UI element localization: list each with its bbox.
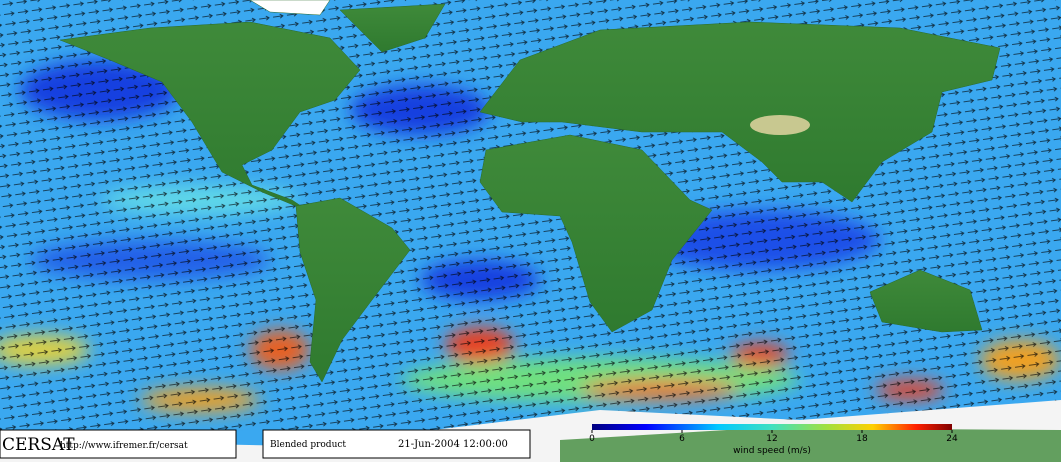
- logo: CERSAT: [2, 435, 75, 455]
- colorbar-tick-label: 6: [679, 434, 685, 444]
- colorbar-tick-label: 12: [766, 434, 777, 444]
- colorbar: [592, 424, 952, 430]
- colorbar-label: wind speed (m/s): [733, 446, 811, 456]
- product: Blended product: [270, 440, 346, 450]
- url: http://www.ifremer.fr/cersat: [60, 441, 188, 451]
- colorbar-tick-label: 24: [946, 434, 958, 444]
- land: [59, 0, 1001, 383]
- footer-box: [262, 429, 531, 459]
- colorbar-tick-label: 0: [589, 434, 595, 444]
- footer-box: [0, 429, 237, 459]
- date: 21-Jun-2004 12:00:00: [398, 439, 508, 450]
- colorbar-tick-label: 18: [856, 434, 868, 444]
- antarctica-land: [560, 428, 1061, 462]
